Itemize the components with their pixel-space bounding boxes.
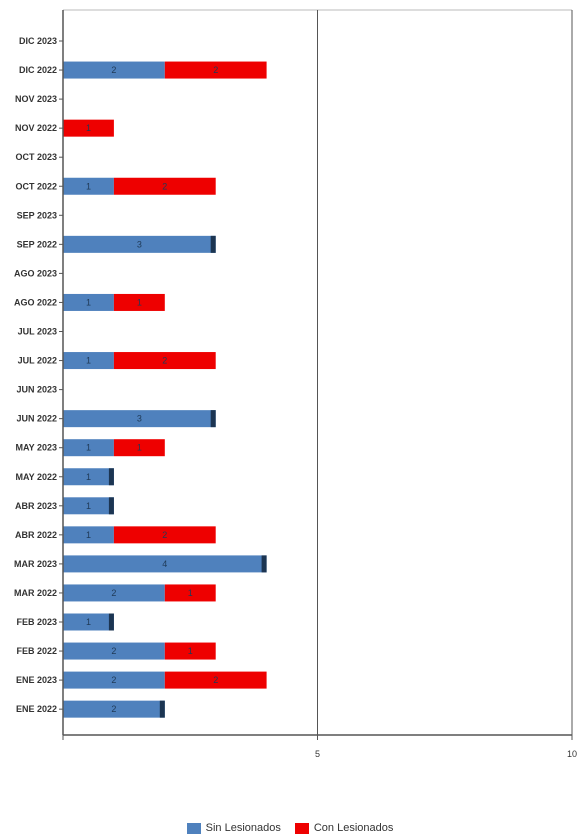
legend-item-con-lesionados[interactable]: Con Lesionados [294, 822, 394, 834]
y-tick-label-nov-2022: NOV 2022 [15, 123, 57, 133]
bar-sin-lesionados-may-2022[interactable] [63, 468, 114, 486]
bar-label-sin-lesionados-mar-2023: 4 [162, 559, 167, 569]
legend-swatch-con-lesionados [294, 822, 309, 834]
bar-sin-lesionados-abr-2023[interactable] [63, 497, 114, 515]
y-tick-label-ene-2022: ENE 2022 [16, 704, 57, 714]
legend: Sin Lesionados Con Lesionados [0, 822, 580, 834]
bar-label-sin-lesionados-jul-2022: 1 [86, 356, 91, 366]
y-tick-label-abr-2023: ABR 2023 [15, 501, 57, 511]
y-tick-label-may-2022: MAY 2022 [15, 472, 57, 482]
bar-sin-lesionados-feb-2022[interactable] [63, 642, 165, 660]
bar-label-sin-lesionados-ene-2022: 2 [111, 704, 116, 714]
bar-end-cap-abr-2023 [108, 497, 114, 515]
bar-end-cap-jun-2022 [210, 410, 216, 428]
bar-label-sin-lesionados-may-2022: 1 [86, 472, 91, 482]
y-tick-label-ago-2023: AGO 2023 [14, 268, 57, 278]
bar-end-cap-mar-2023 [261, 555, 267, 573]
y-tick-label-ene-2023: ENE 2023 [16, 675, 57, 685]
bar-label-sin-lesionados-may-2023: 1 [86, 443, 91, 453]
bar-con-lesionados-jul-2022[interactable] [113, 352, 216, 370]
bar-con-lesionados-abr-2022[interactable] [113, 526, 216, 544]
bar-sin-lesionados-oct-2022[interactable] [63, 177, 114, 195]
bar-end-cap-sep-2022 [210, 235, 216, 253]
y-tick-label-ago-2022: AGO 2022 [14, 297, 57, 307]
y-tick-label-sep-2023: SEP 2023 [17, 210, 57, 220]
y-tick-label-jul-2022: JUL 2022 [18, 356, 57, 366]
bar-sin-lesionados-abr-2022[interactable] [63, 526, 114, 544]
bar-sin-lesionados-mar-2022[interactable] [63, 584, 165, 602]
bar-sin-lesionados-sep-2022[interactable] [63, 235, 216, 253]
bar-label-con-lesionados-jul-2022: 2 [162, 356, 167, 366]
bar-con-lesionados-ene-2023[interactable] [164, 671, 267, 689]
bar-label-sin-lesionados-ago-2022: 1 [86, 297, 91, 307]
y-tick-label-dic-2023: DIC 2023 [19, 36, 57, 46]
y-tick-label-jul-2023: JUL 2023 [18, 327, 57, 337]
bar-end-cap-ene-2022 [159, 700, 165, 718]
bar-label-sin-lesionados-abr-2023: 1 [86, 501, 91, 511]
bar-label-con-lesionados-may-2023: 1 [137, 443, 142, 453]
axis-layer: DIC 2023 DIC 2022 NOV 2023 NOV 2022 OCT 2023… [14, 10, 577, 759]
bar-label-sin-lesionados-mar-2022: 2 [111, 588, 116, 598]
y-tick-label-may-2023: MAY 2023 [15, 443, 57, 453]
bar-sin-lesionados-dic-2022[interactable] [63, 61, 165, 79]
y-tick-label-nov-2023: NOV 2023 [15, 94, 57, 104]
bar-sin-lesionados-feb-2023[interactable] [63, 613, 114, 631]
y-tick-label-dic-2022: DIC 2022 [19, 65, 57, 75]
y-tick-label-feb-2023: FEB 2023 [16, 617, 57, 627]
bar-sin-lesionados-ago-2022[interactable] [63, 293, 114, 311]
bar-sin-lesionados-jun-2022[interactable] [63, 410, 216, 428]
bar-con-lesionados-may-2023[interactable] [113, 439, 165, 457]
bar-label-sin-lesionados-sep-2022: 3 [137, 239, 142, 249]
bar-label-sin-lesionados-feb-2023: 1 [86, 617, 91, 627]
bar-label-sin-lesionados-abr-2022: 1 [86, 530, 91, 540]
legend-label-con-lesionados: Con Lesionados [313, 822, 394, 834]
bar-sin-lesionados-ene-2022[interactable] [63, 700, 165, 718]
bar-con-lesionados-dic-2022[interactable] [164, 61, 267, 79]
bar-label-con-lesionados-feb-2022: 1 [188, 646, 193, 656]
bar-label-con-lesionados-dic-2022: 2 [213, 65, 218, 75]
bar-con-lesionados-feb-2022[interactable] [164, 642, 216, 660]
y-tick-label-mar-2023: MAR 2023 [14, 559, 57, 569]
bar-label-sin-lesionados-oct-2022: 1 [86, 181, 91, 191]
bar-label-con-lesionados-nov-2022: 1 [86, 123, 91, 133]
y-tick-label-oct-2023: OCT 2023 [15, 152, 57, 162]
bar-label-sin-lesionados-feb-2022: 2 [111, 646, 116, 656]
bar-end-cap-may-2022 [108, 468, 114, 486]
bars-layer: 2 2 1 1 2 3 1 1 1 2 3 1 1 1 1 1 2 4 2 1 1 2 1 2 2 2 [63, 61, 267, 718]
y-tick-label-mar-2022: MAR 2022 [14, 588, 57, 598]
bar-sin-lesionados-ene-2023[interactable] [63, 671, 165, 689]
bar-label-con-lesionados-ene-2023: 2 [213, 675, 218, 685]
x-tick-label-5: 5 [315, 749, 320, 759]
bar-sin-lesionados-mar-2023[interactable] [63, 555, 267, 573]
bar-label-con-lesionados-oct-2022: 2 [162, 181, 167, 191]
y-tick-label-sep-2022: SEP 2022 [17, 239, 57, 249]
y-tick-label-abr-2022: ABR 2022 [15, 530, 57, 540]
bar-sin-lesionados-jul-2022[interactable] [63, 352, 114, 370]
bar-con-lesionados-mar-2022[interactable] [164, 584, 216, 602]
x-tick-label-10: 10 [567, 749, 577, 759]
y-tick-label-jun-2023: JUN 2023 [16, 385, 57, 395]
bar-end-cap-feb-2023 [108, 613, 114, 631]
y-tick-label-feb-2022: FEB 2022 [16, 646, 57, 656]
bar-label-con-lesionados-ago-2022: 1 [137, 297, 142, 307]
bar-con-lesionados-nov-2022[interactable] [63, 119, 114, 137]
bar-con-lesionados-oct-2022[interactable] [113, 177, 216, 195]
y-tick-label-oct-2022: OCT 2022 [15, 181, 57, 191]
bar-label-con-lesionados-mar-2022: 1 [188, 588, 193, 598]
bar-label-sin-lesionados-ene-2023: 2 [111, 675, 116, 685]
y-tick-label-jun-2022: JUN 2022 [16, 414, 57, 424]
bar-label-sin-lesionados-jun-2022: 3 [137, 414, 142, 424]
legend-label-sin-lesionados: Sin Lesionados [205, 822, 281, 834]
legend-swatch-sin-lesionados [186, 822, 201, 834]
bar-label-con-lesionados-abr-2022: 2 [162, 530, 167, 540]
bar-sin-lesionados-may-2023[interactable] [63, 439, 114, 457]
grid-layer [63, 9, 573, 735]
bar-label-sin-lesionados-dic-2022: 2 [111, 65, 116, 75]
bar-con-lesionados-ago-2022[interactable] [113, 293, 165, 311]
legend-item-sin-lesionados[interactable]: Sin Lesionados [186, 822, 281, 834]
